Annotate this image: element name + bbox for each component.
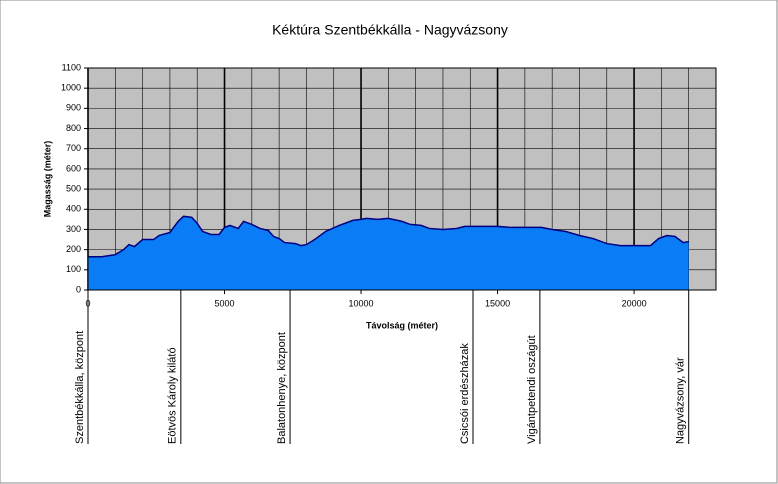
station-label: Csicsói erdészházak [459, 343, 471, 444]
x-tick-label: 5000 [215, 298, 235, 308]
y-tick-label: 800 [66, 123, 81, 133]
x-tick-label: 20000 [622, 298, 647, 308]
plot-border [87, 67, 717, 291]
station-label: Vigántpetendi oszágút [526, 335, 538, 444]
y-tick-label: 200 [66, 244, 81, 254]
x-tick-label: 10000 [349, 298, 374, 308]
y-tick-label: 500 [66, 183, 81, 193]
y-tick-label: 100 [66, 264, 81, 274]
y-tick-label: 300 [66, 224, 81, 234]
station-label: Szentbékkálla, központ [74, 331, 86, 444]
y-tick-label: 900 [66, 103, 81, 113]
area [88, 216, 689, 290]
y-tick-label: 0 [76, 284, 81, 294]
y-tick-label: 700 [66, 143, 81, 153]
x-tick-label: 15000 [485, 298, 510, 308]
x-axis-label: Távolság (méter) [366, 320, 438, 330]
y-tick-label: 1000 [61, 83, 81, 93]
y-tick-label: 400 [66, 204, 81, 214]
area-outline [88, 215, 689, 258]
station-label: Nagyvázsony, vár [675, 357, 687, 444]
y-tick-label: 1100 [62, 62, 81, 72]
y-tick-label: 600 [66, 163, 81, 173]
station-label: Eötvös Károly kilátó [167, 347, 179, 444]
y-axis-label: Magasság (méter) [42, 141, 52, 218]
station-label: Balatonhenye, központ [276, 332, 288, 444]
chart-title: Kéktúra Szentbékkálla - Nagyvázsony [272, 22, 508, 38]
